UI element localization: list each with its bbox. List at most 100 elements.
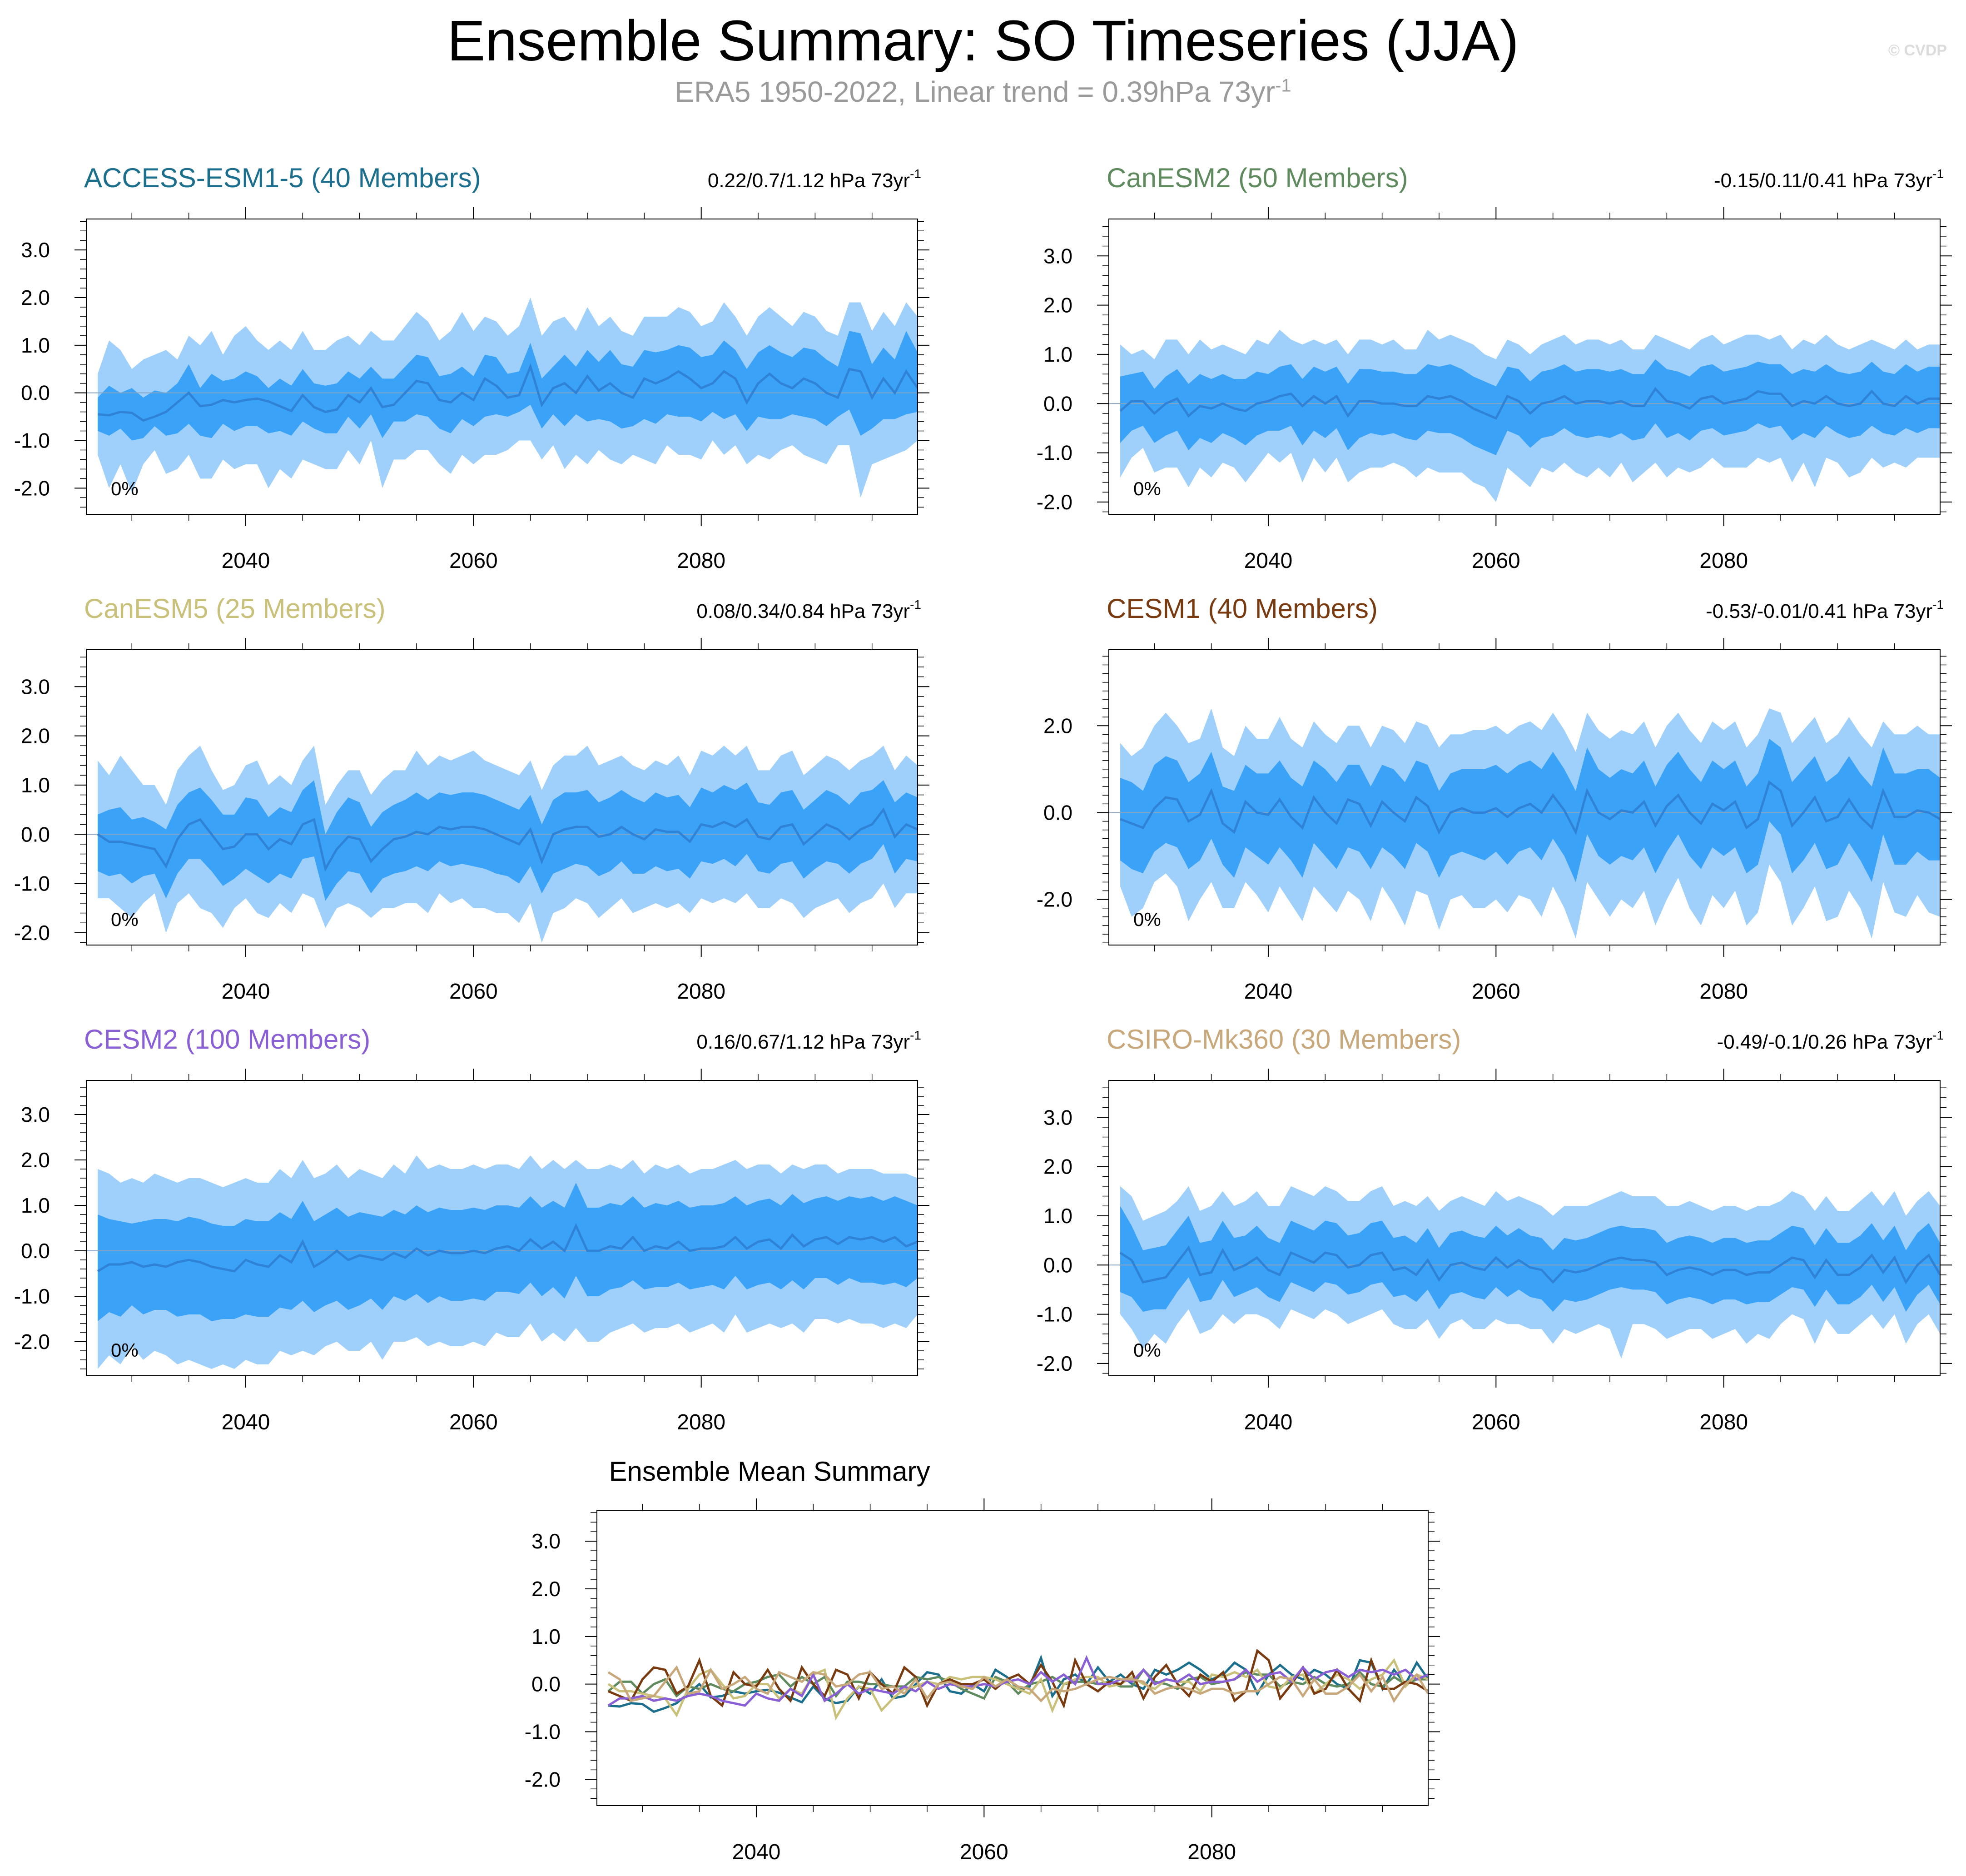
y-tick-label: -2.0 [525, 1767, 561, 1791]
y-tick-label: 3.0 [21, 238, 50, 262]
chart-panel-7: Ensemble Mean Summary -2.0 -1.0 0.0 1.0 2.0 3.… [525, 1456, 1440, 1864]
trend-label: -0.49/-0.1/0.26 hPa 73yr-1 [1717, 1028, 1944, 1053]
series-line-cesm2 [607, 1655, 1428, 1707]
plot-frame [1108, 649, 1941, 945]
x-tick-label: 2040 [222, 549, 270, 573]
y-tick-label: -1.0 [1037, 441, 1072, 465]
trend-label: 0.22/0.7/1.12 hPa 73yr-1 [708, 167, 921, 192]
y-tick-label: -2.0 [1037, 1352, 1072, 1375]
x-tick-label: 2040 [1244, 980, 1293, 1004]
x-tick-label: 2060 [449, 980, 498, 1004]
x-tick-label: 2080 [1699, 549, 1748, 573]
chart-panel-6: CSIRO-Mk360 (30 Members) -0.49/-0.1/0.26 … [1037, 1024, 1952, 1434]
inner-band-25-75 [1120, 1206, 1940, 1312]
x-tick-label: 2060 [1472, 1410, 1520, 1434]
subtitle-text: ERA5 1950-2022, Linear trend = 0.39hPa 7… [675, 75, 1276, 108]
y-tick-label: 2.0 [1043, 714, 1072, 737]
y-tick-label: 2.0 [531, 1577, 561, 1601]
plot-area [1109, 329, 1940, 502]
chart-title: CanESM2 (50 Members) [1107, 163, 1408, 193]
y-tick-label: 2.0 [21, 1148, 50, 1172]
chart-title: CSIRO-Mk360 (30 Members) [1107, 1024, 1461, 1055]
series-line-canesm5 [607, 1658, 1428, 1721]
percent-label: 0% [111, 909, 139, 930]
ensemble-mean-line [1119, 387, 1940, 420]
y-tick-label: 0.0 [1043, 1253, 1072, 1277]
plot-frame [86, 1080, 918, 1376]
chart-panel-4: CESM1 (40 Members) -0.53/-0.01/0.41 hPa 7… [1037, 593, 1952, 1004]
x-tick-label: 2080 [677, 980, 725, 1004]
x-tick-label: 2040 [222, 980, 270, 1004]
trend-text: 0.22/0.7/1.12 hPa 73yr [708, 169, 910, 192]
percent-label: 0% [111, 1339, 139, 1361]
plot-frame [1108, 219, 1941, 515]
inner-band-25-75 [1120, 738, 1940, 882]
trend-text: 0.08/0.34/0.84 hPa 73yr [696, 600, 910, 622]
plot-area [607, 1648, 1428, 1721]
y-tick-label: 3.0 [21, 675, 50, 698]
subtitle-superscript: -1 [1275, 75, 1291, 96]
x-tick-label: 2060 [449, 549, 498, 573]
y-tick-label: -2.0 [1037, 490, 1072, 514]
chart-title: CESM2 (100 Members) [84, 1024, 370, 1055]
chart-panel-2: CanESM2 (50 Members) -0.15/0.11/0.41 hPa … [1037, 163, 1952, 573]
page-title: Ensemble Summary: SO Timeseries (JJA) [447, 9, 1519, 73]
ensemble-mean-line [1120, 780, 1940, 836]
x-tick-label: 2060 [1472, 549, 1520, 573]
chart-panel-5: CESM2 (100 Members) 0.16/0.67/1.12 hPa 73… [14, 1024, 929, 1434]
y-tick-label: -2.0 [14, 921, 50, 945]
series-line-csiro-mk360 [607, 1665, 1428, 1703]
y-tick-label: 1.0 [21, 773, 50, 797]
y-tick-label: 3.0 [531, 1529, 561, 1553]
plot-frame [86, 649, 918, 945]
inner-band-25-75 [98, 1183, 918, 1321]
trend-label: 0.16/0.67/1.12 hPa 73yr-1 [696, 1028, 921, 1053]
y-tick-label: -1.0 [1037, 1303, 1072, 1326]
y-tick-label: 0.0 [21, 1239, 50, 1263]
percent-label: 0% [111, 478, 139, 499]
trend-superscript: -1 [1932, 167, 1944, 181]
percent-label: 0% [1133, 1339, 1161, 1361]
chart-title: Ensemble Mean Summary [609, 1456, 930, 1487]
y-tick-label: -1.0 [525, 1720, 561, 1744]
x-tick-label: 2040 [732, 1840, 781, 1864]
x-tick-label: 2060 [1472, 980, 1520, 1004]
trend-superscript: -1 [910, 167, 921, 181]
x-tick-label: 2080 [677, 1410, 725, 1434]
trend-superscript: -1 [1932, 597, 1944, 612]
trend-label: 0.08/0.34/0.84 hPa 73yr-1 [696, 597, 921, 622]
trend-text: -0.53/-0.01/0.41 hPa 73yr [1706, 600, 1932, 622]
y-tick-label: -2.0 [14, 476, 50, 500]
plot-frame [86, 219, 918, 515]
trend-label: -0.15/0.11/0.41 hPa 73yr-1 [1714, 167, 1944, 192]
y-tick-label: -1.0 [14, 1284, 50, 1308]
plot-frame [596, 1510, 1429, 1806]
trend-text: 0.16/0.67/1.12 hPa 73yr [696, 1031, 910, 1053]
y-tick-label: 0.0 [1043, 392, 1072, 415]
y-tick-label: 0.0 [21, 822, 50, 846]
trend-superscript: -1 [910, 597, 921, 612]
chart-title: CESM1 (40 Members) [1107, 593, 1378, 624]
inner-band-25-75 [1120, 359, 1940, 455]
chart-title: ACCESS-ESM1-5 (40 Members) [84, 163, 481, 193]
series-line-cesm1 [608, 1648, 1428, 1709]
trend-text: -0.15/0.11/0.41 hPa 73yr [1714, 169, 1932, 192]
x-tick-label: 2080 [1187, 1840, 1236, 1864]
x-tick-label: 2080 [1699, 1410, 1748, 1434]
y-tick-label: 1.0 [21, 1194, 50, 1217]
x-tick-label: 2080 [1699, 980, 1748, 1004]
trend-text: -0.49/-0.1/0.26 hPa 73yr [1717, 1031, 1933, 1053]
y-tick-label: -2.0 [14, 1330, 50, 1354]
y-tick-label: -1.0 [14, 872, 50, 896]
y-tick-label: -2.0 [1037, 888, 1072, 911]
y-tick-label: 3.0 [1043, 1105, 1072, 1129]
y-tick-label: 1.0 [531, 1625, 561, 1648]
y-tick-label: 0.0 [21, 381, 50, 405]
plot-area [86, 746, 918, 943]
trend-superscript: -1 [1932, 1028, 1944, 1042]
plot-area [86, 297, 918, 498]
page-subtitle: ERA5 1950-2022, Linear trend = 0.39hPa 7… [0, 75, 1966, 109]
y-tick-label: 1.0 [1043, 1204, 1072, 1228]
y-tick-label: 3.0 [1043, 244, 1072, 268]
